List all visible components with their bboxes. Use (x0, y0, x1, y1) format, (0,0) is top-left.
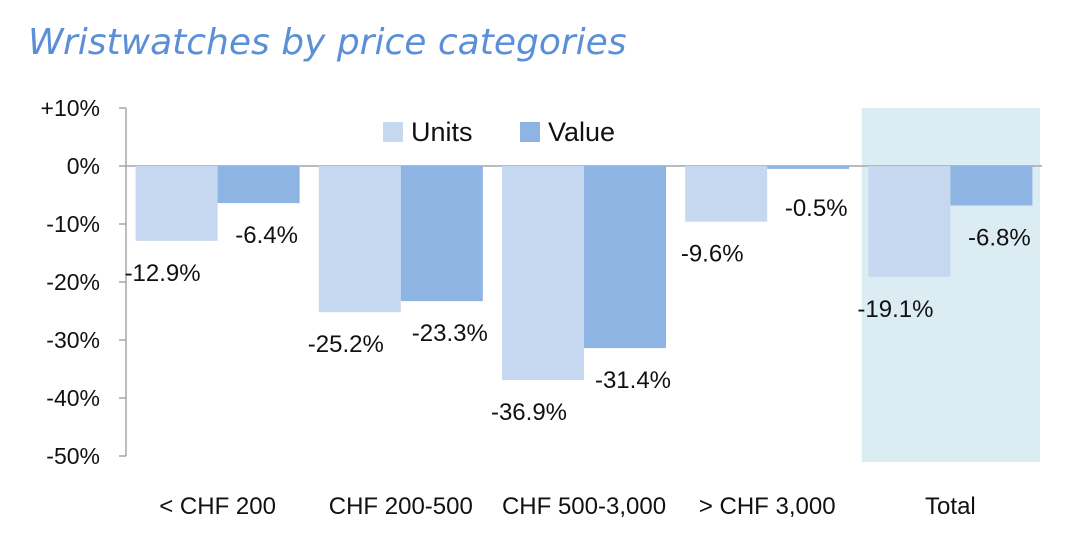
bar-value (400, 166, 483, 302)
legend-label-value: Value (548, 117, 615, 147)
y-tick-label: -30% (46, 327, 100, 353)
data-label-units: -36.9% (491, 399, 567, 426)
x-category-label: CHF 500-3,000 (502, 493, 666, 520)
x-category-label: > CHF 3,000 (699, 493, 836, 520)
y-tick-label: -40% (46, 385, 100, 411)
legend-swatch-units (383, 122, 403, 142)
bar-units (135, 166, 218, 241)
x-category-label: CHF 200-500 (329, 493, 473, 520)
data-label-value: -23.3% (412, 320, 488, 347)
bar-value (584, 166, 666, 349)
y-tick-label: -10% (46, 211, 100, 237)
bar-units (502, 166, 584, 381)
data-label-units: -19.1% (857, 296, 933, 323)
data-label-value: -31.4% (595, 367, 671, 394)
data-label-units: -25.2% (308, 331, 384, 358)
bar-units (318, 166, 401, 313)
legend-swatch-value (520, 122, 540, 142)
x-category-label: < CHF 200 (159, 493, 276, 520)
y-tick-label: +10% (41, 95, 100, 121)
y-tick-label: -50% (46, 443, 100, 469)
bar-units (685, 166, 768, 222)
data-label-value: -6.8% (968, 224, 1031, 251)
y-tick-label: -20% (46, 269, 100, 295)
bar-value (767, 166, 850, 169)
data-label-units: -9.6% (681, 241, 744, 268)
y-tick-label: 0% (67, 153, 100, 179)
bar-value (217, 166, 300, 204)
legend-label-units: Units (411, 117, 473, 147)
bar-units (868, 166, 951, 277)
data-label-units: -12.9% (125, 260, 201, 287)
chart-title: Wristwatches by price categories (28, 22, 627, 63)
x-category-label: Total (925, 493, 976, 520)
data-label-value: -6.4% (235, 222, 298, 249)
bar-value (950, 166, 1033, 206)
total-highlight-band (861, 108, 1040, 462)
data-label-value: -0.5% (785, 195, 848, 222)
